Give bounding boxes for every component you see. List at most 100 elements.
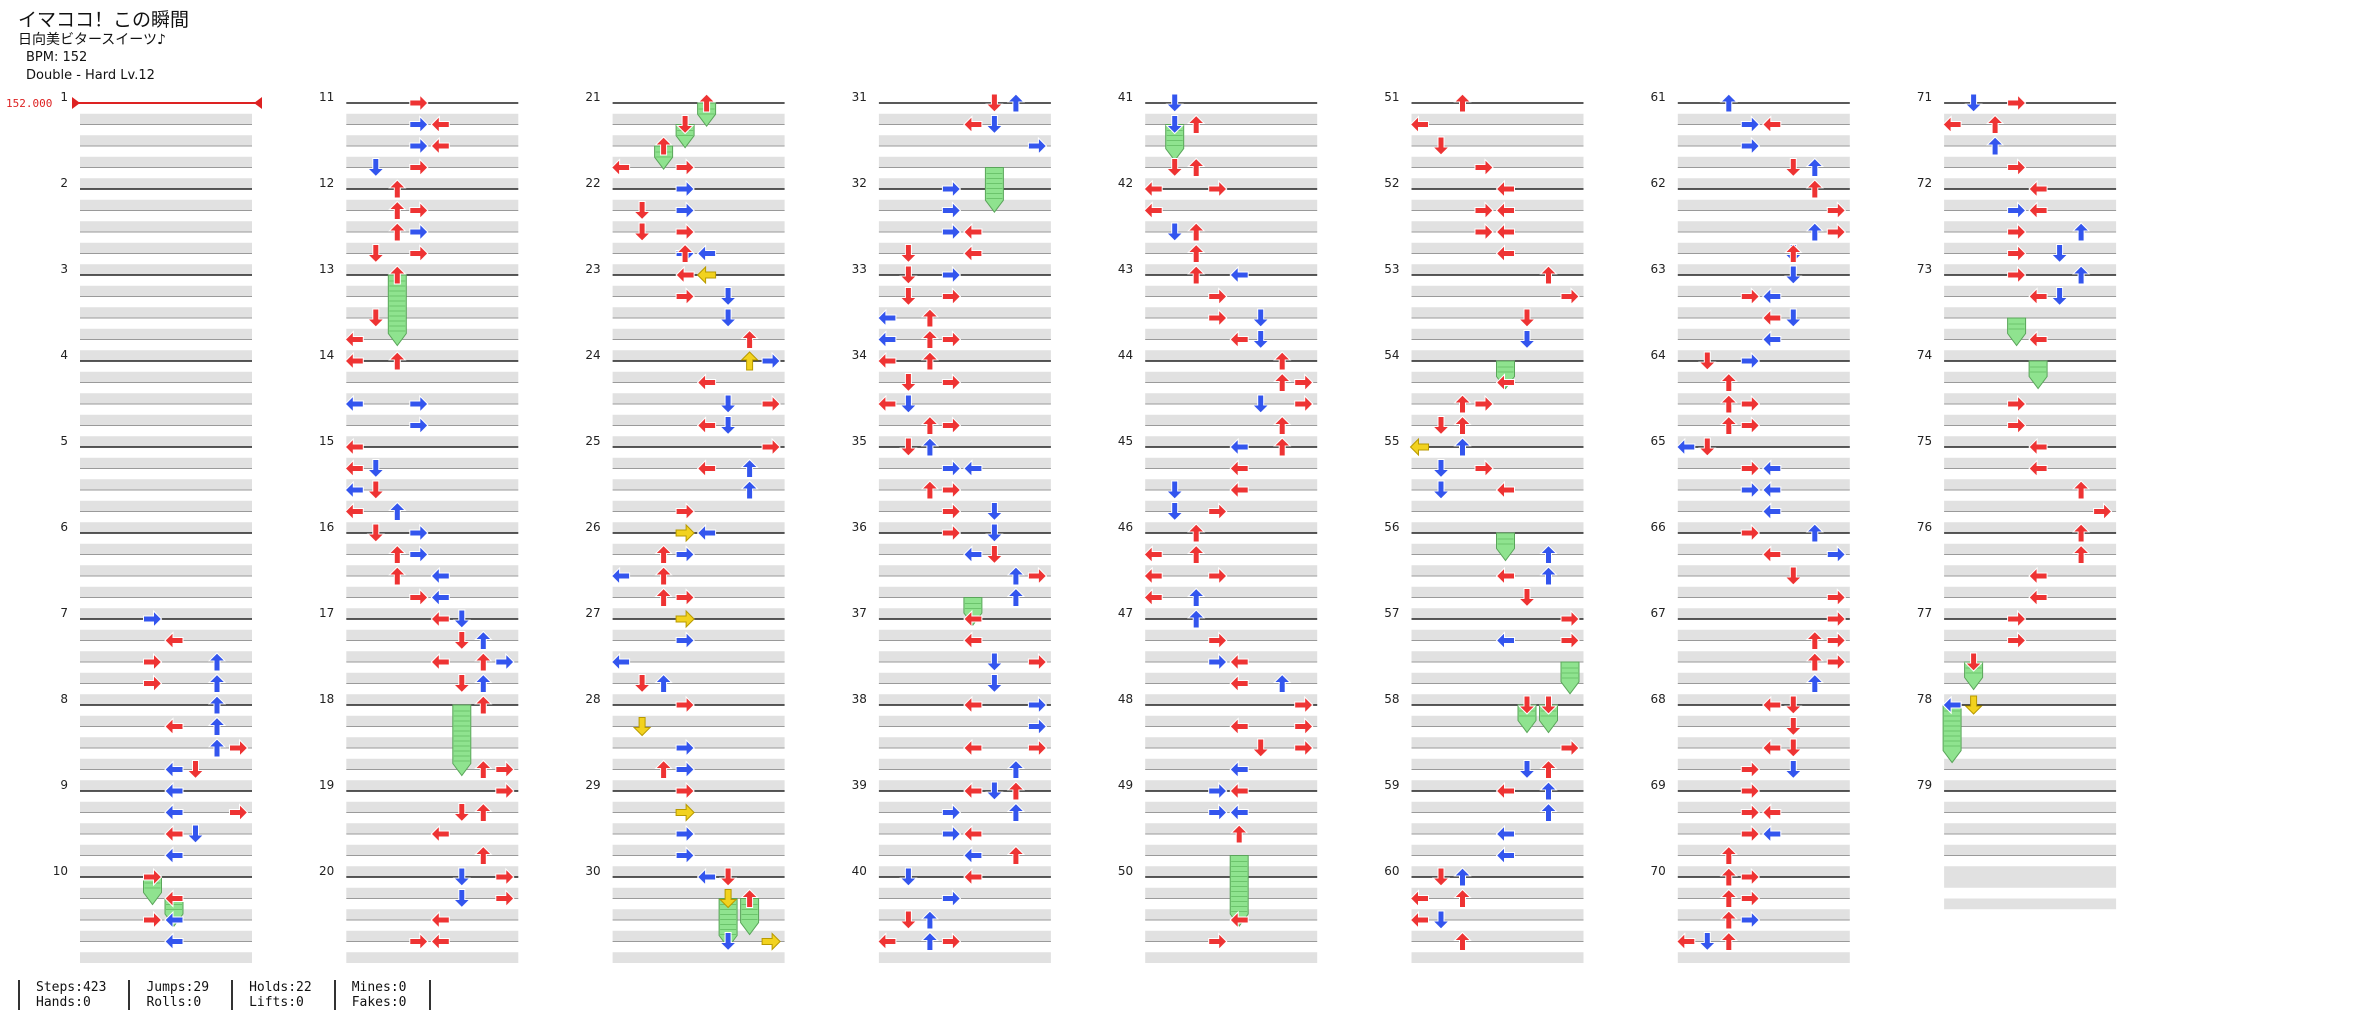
step-arrow-up	[1006, 566, 1026, 586]
arrow-up-icon	[1186, 609, 1206, 629]
step-arrow-left	[963, 222, 983, 242]
step-arrow-down	[675, 115, 695, 135]
step-arrow-up	[1539, 566, 1558, 586]
step-arrow-up	[388, 351, 407, 371]
arrow-right-icon	[1740, 824, 1761, 844]
measure-stripe	[346, 414, 519, 426]
step-arrow-left	[1495, 222, 1515, 242]
arrow-up-icon	[920, 931, 940, 951]
step-arrow-right	[761, 932, 781, 951]
measure-number: 35	[852, 434, 867, 448]
measure-stripe	[1677, 178, 1850, 189]
measure-stripe	[878, 221, 1051, 232]
measure-number: 51	[1384, 90, 1399, 104]
measure-stripe	[346, 178, 519, 189]
arrow-right-icon	[1294, 695, 1314, 715]
measure-stripe	[612, 823, 785, 834]
measure-stripe	[612, 543, 785, 555]
measure-stripe	[80, 371, 252, 383]
step-arrow-up	[1006, 587, 1026, 607]
step-arrow-right	[675, 695, 695, 715]
measure-50: 50	[1118, 864, 1318, 963]
arrow-right-icon	[1027, 695, 1048, 715]
arrow-left-icon	[610, 652, 631, 672]
step-arrow-right	[675, 609, 695, 629]
measure-stripe	[1677, 801, 1850, 813]
step-arrow-left	[610, 566, 631, 586]
measure-stripe	[878, 264, 1051, 275]
step-arrow-down	[1698, 351, 1717, 371]
arrow-down-icon	[1431, 459, 1451, 479]
arrow-left-icon	[963, 738, 983, 758]
measure-stripe	[80, 651, 252, 662]
measure-stripe	[612, 285, 785, 297]
step-arrow-left	[963, 459, 983, 478]
measure-stripe	[346, 156, 519, 168]
step-arrow-right	[675, 158, 695, 177]
step-arrow-up	[1719, 394, 1739, 414]
measure-number: 57	[1384, 606, 1399, 620]
measure-stripe	[612, 694, 785, 705]
measure-47: 47	[1118, 606, 1318, 705]
step-arrow-left	[344, 330, 364, 349]
arrow-left-icon	[1495, 373, 1515, 392]
arrow-left-icon	[963, 545, 983, 564]
step-arrow-left	[344, 394, 364, 414]
arrow-up-icon	[474, 759, 493, 779]
measure-52: 52	[1384, 176, 1584, 275]
measure-stripe	[1677, 393, 1850, 404]
arrow-down-icon	[632, 674, 652, 694]
measure-number: 15	[319, 434, 334, 448]
step-arrow-down	[366, 459, 386, 479]
measure-stripe	[612, 135, 785, 146]
measure-stripe	[346, 866, 519, 877]
step-arrow-up	[920, 437, 940, 457]
arrow-up-icon	[1805, 179, 1825, 199]
hold-shape	[1539, 704, 1558, 734]
step-arrow-left	[877, 932, 897, 951]
step-arrow-right	[409, 932, 429, 951]
measure-number: 28	[585, 692, 600, 706]
measure-67: 67	[1651, 606, 1850, 705]
step-arrow-right	[941, 824, 962, 844]
arrow-right-icon	[409, 588, 429, 607]
step-arrow-up	[654, 544, 673, 564]
measure-stripe	[1677, 952, 1850, 963]
step-arrow-down	[366, 523, 386, 543]
measure-stripe	[1411, 393, 1584, 404]
arrow-left-icon	[1495, 824, 1515, 844]
hold-body	[387, 274, 407, 347]
arrow-right-icon	[1740, 523, 1761, 543]
step-arrow-left	[430, 136, 450, 156]
measure-stripe	[878, 780, 1051, 791]
measure-stripe	[612, 758, 785, 770]
measure-stripe	[1944, 414, 2117, 426]
arrow-right-icon	[495, 781, 515, 801]
step-arrow-right	[1474, 459, 1494, 478]
step-arrow-left	[963, 738, 983, 758]
step-arrow-right	[1208, 308, 1228, 328]
step-arrow-up	[1719, 372, 1739, 392]
measure-number: 37	[852, 606, 867, 620]
arrow-down-icon	[985, 781, 1004, 801]
measure-stripe	[878, 522, 1051, 533]
step-arrow-right	[1208, 287, 1228, 306]
measure-stripe	[1411, 737, 1584, 748]
step-arrow-up	[207, 652, 227, 672]
step-arrow-down	[718, 394, 738, 414]
step-arrow-left	[430, 652, 450, 672]
arrow-left-icon	[1762, 824, 1782, 844]
arrow-right-icon	[675, 738, 695, 758]
step-arrow-left	[696, 373, 717, 392]
arrow-down-icon	[2050, 244, 2069, 264]
step-arrow-up	[654, 759, 673, 779]
arrow-left-icon	[430, 115, 450, 134]
arrow-right-icon	[1208, 781, 1228, 801]
measure-stripe	[878, 758, 1051, 770]
arrow-left-icon	[1762, 287, 1782, 306]
step-arrow-left	[1409, 115, 1429, 134]
arrow-right-icon	[2007, 265, 2027, 285]
measure-stripe	[612, 715, 785, 727]
step-arrow-up	[740, 888, 759, 908]
step-arrow-down	[1784, 308, 1803, 328]
